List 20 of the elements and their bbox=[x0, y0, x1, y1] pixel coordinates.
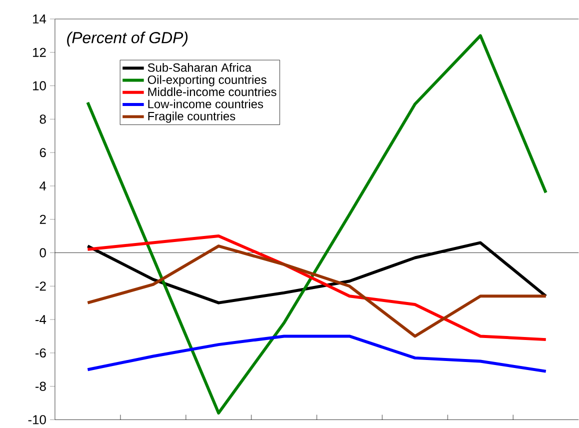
y-tick-label: -4 bbox=[36, 315, 46, 324]
y-tick-label: -8 bbox=[36, 382, 46, 392]
y-tick-label: -6 bbox=[36, 348, 46, 358]
legend-label: Fragile countries bbox=[148, 112, 236, 123]
y-tick-label: 0 bbox=[40, 248, 46, 258]
y-tick-label: 12 bbox=[33, 48, 46, 58]
line-series bbox=[86, 334, 548, 373]
legend-label: Sub-Saharan Africa bbox=[148, 63, 252, 72]
y-tick-label: -2 bbox=[36, 282, 46, 291]
legend-label: Middle-income countries bbox=[148, 87, 276, 96]
y-tick-label: 10 bbox=[33, 81, 46, 90]
y-tick-label: 14 bbox=[33, 14, 46, 24]
y-tick-label: -10 bbox=[28, 415, 46, 424]
y-tick-label: 2 bbox=[40, 214, 46, 224]
legend-label: Low-income countries bbox=[148, 100, 264, 108]
legend-label: Oil-exporting countries bbox=[148, 75, 266, 86]
y-tick-label: 4 bbox=[40, 182, 46, 191]
y-tick-label: 6 bbox=[40, 148, 46, 158]
y-tick-label: 8 bbox=[40, 114, 46, 124]
annotation: (Percent of GDP) bbox=[67, 32, 188, 47]
